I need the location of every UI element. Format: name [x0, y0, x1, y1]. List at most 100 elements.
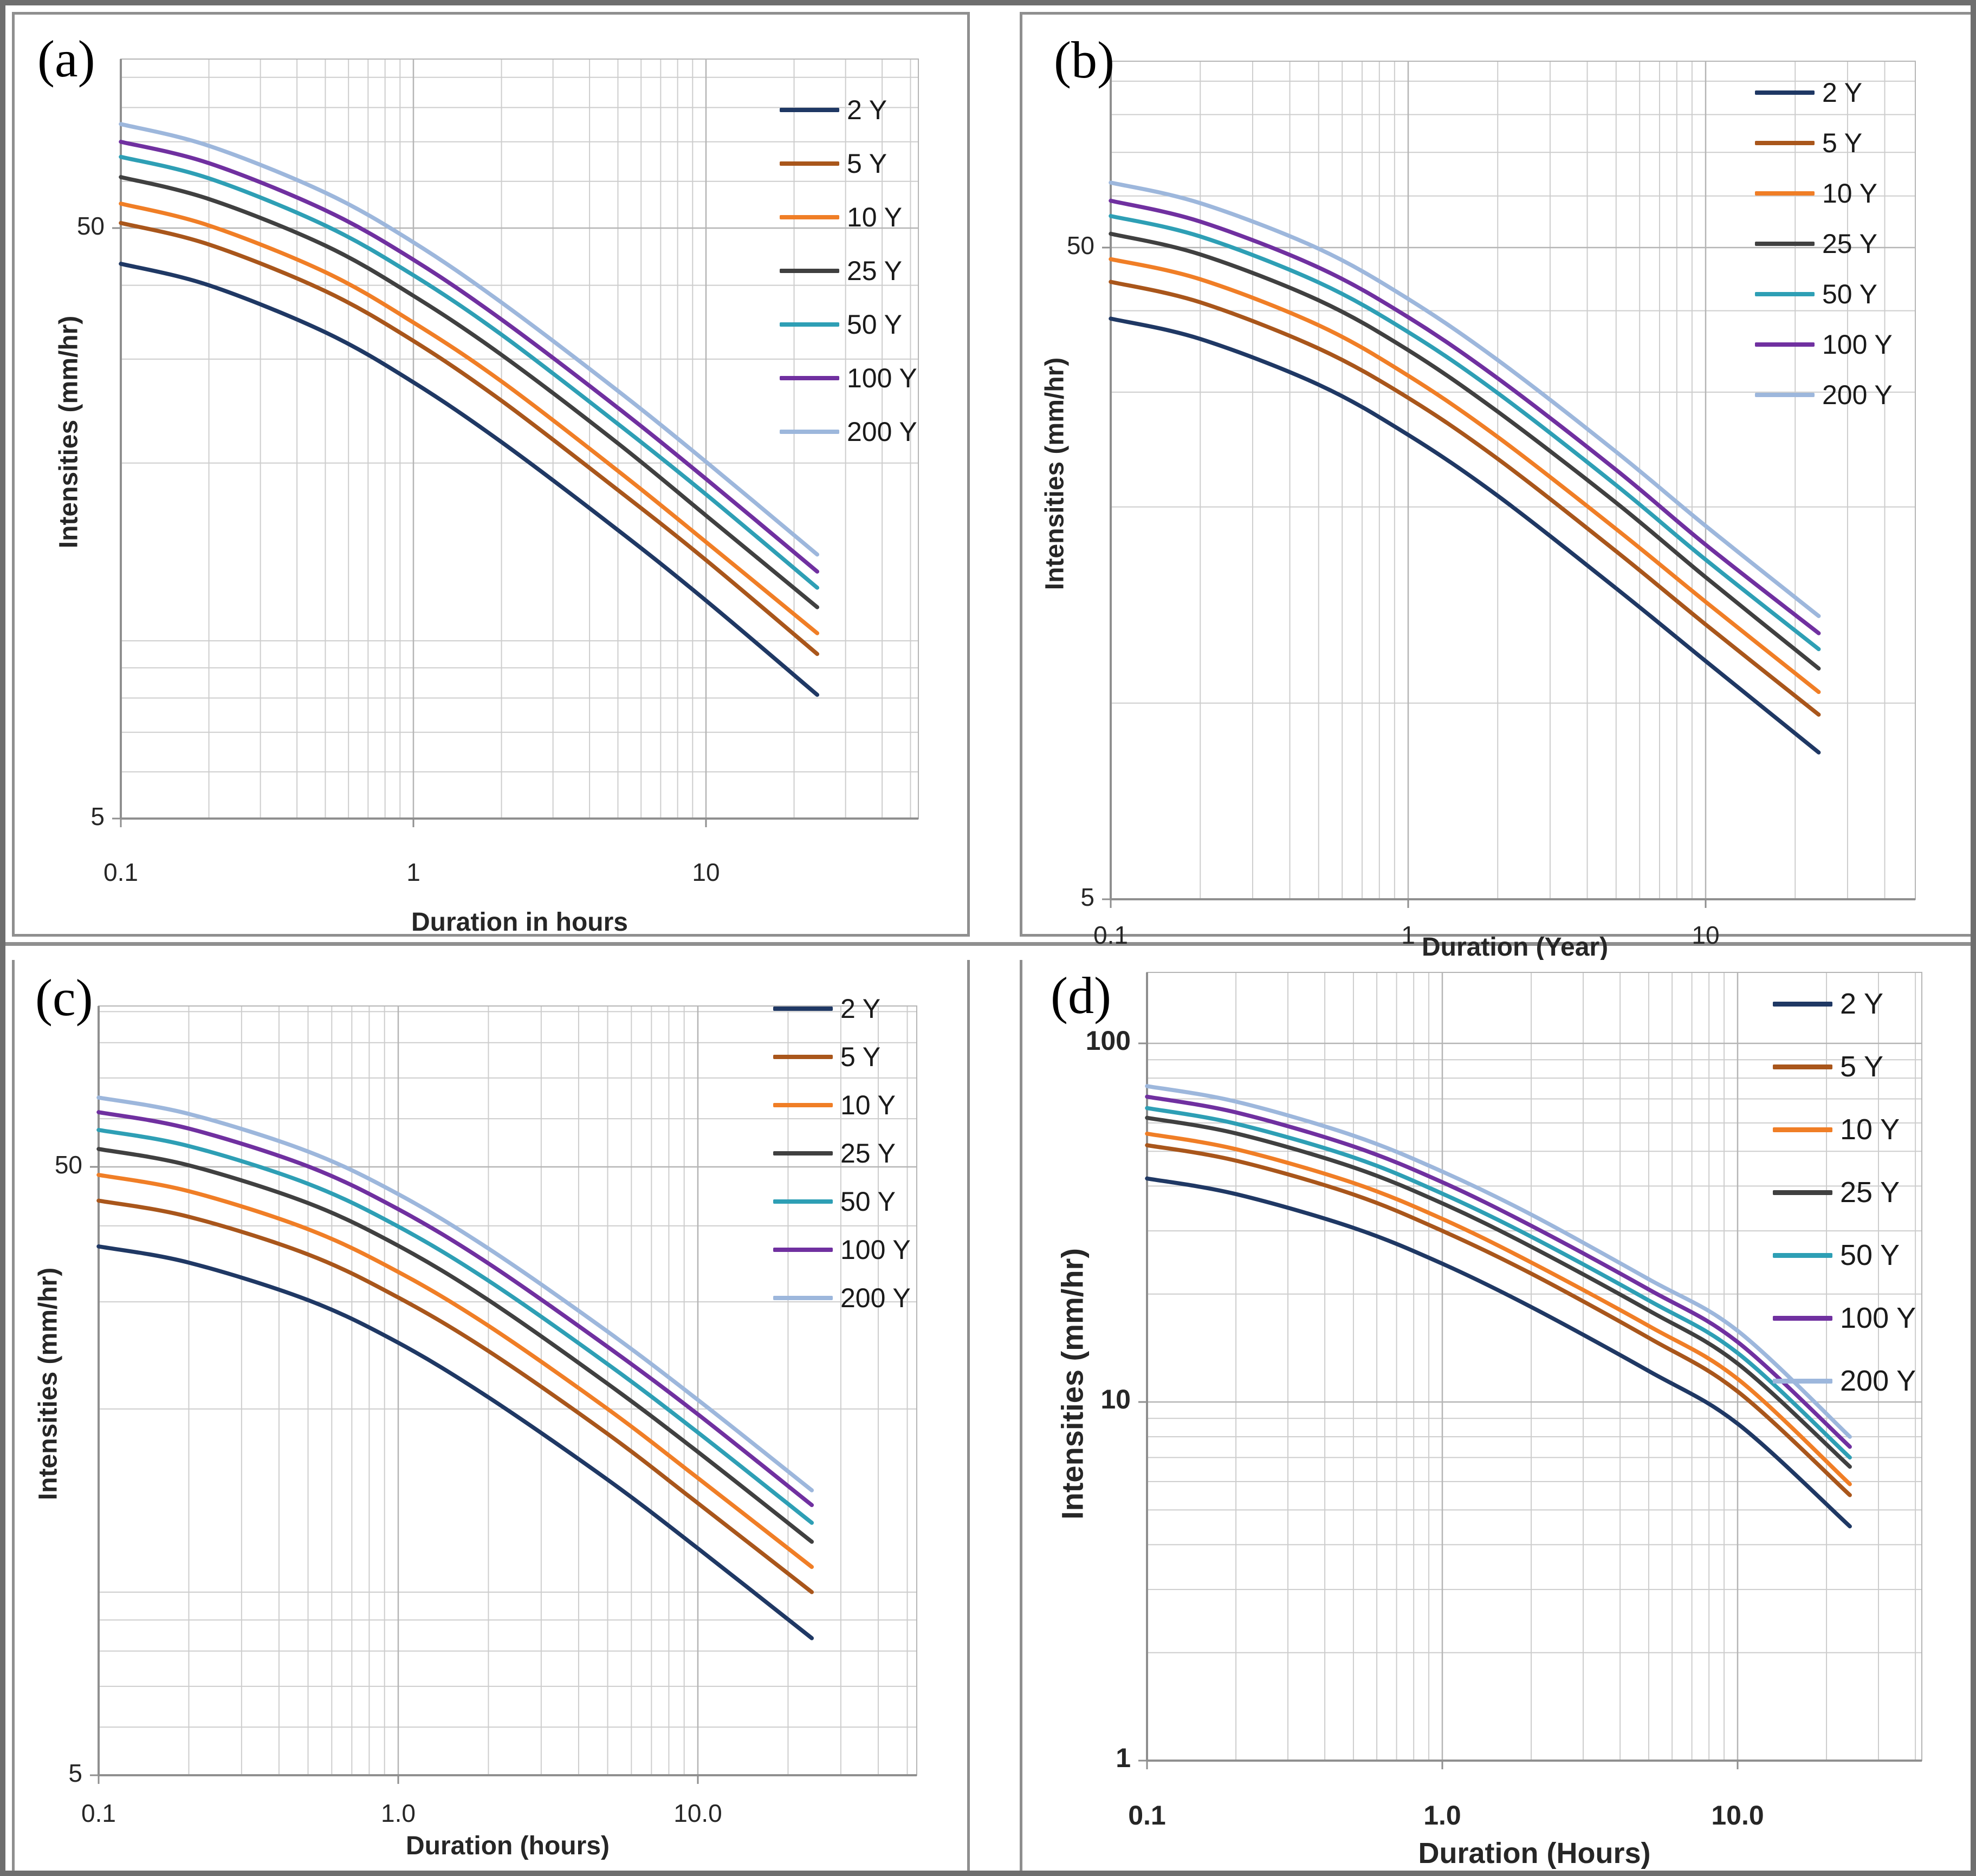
legend-label: 5 Y: [847, 148, 887, 179]
legend-swatch: [780, 215, 839, 219]
legend-label: 200 Y: [840, 1283, 911, 1313]
legend-item-2-y: 2 Y: [773, 993, 880, 1024]
legend-item-100-y: 100 Y: [1773, 1301, 1916, 1335]
curve-200-y: [1145, 1084, 1852, 1439]
y-tick-label: 5: [1080, 882, 1094, 911]
legend-item-2-y: 2 Y: [1755, 77, 1862, 108]
legend-label: 2 Y: [840, 994, 881, 1024]
curve-200-y: [119, 122, 820, 557]
legend-swatch: [780, 108, 839, 112]
y-tick-label: 100: [1085, 1025, 1131, 1056]
y-tick-label: 1: [1116, 1743, 1131, 1773]
x-tick-label: 1.0: [381, 1799, 416, 1827]
curve-25-y: [96, 1147, 814, 1544]
curve-200-y: [96, 1095, 814, 1492]
legend-label: 25 Y: [1822, 229, 1877, 259]
legend-item-200-y: 200 Y: [1755, 379, 1893, 411]
y-tick-label: 50: [1066, 231, 1094, 259]
legend-swatch: [773, 1199, 833, 1204]
legend-item-50-y: 50 Y: [1773, 1238, 1900, 1272]
legend-swatch: [1773, 1252, 1832, 1258]
legend-swatch: [1755, 242, 1815, 246]
x-tick-label: 0.1: [103, 858, 138, 886]
panel-letter-c: (c): [35, 969, 93, 1027]
curve-100-y: [1145, 1094, 1852, 1449]
legend-swatch: [1773, 1378, 1832, 1384]
legend-label: 100 Y: [1840, 1302, 1916, 1335]
curve-100-y: [119, 139, 820, 574]
curve-50-y: [1145, 1106, 1852, 1460]
panel-b: (b) Intensities (mm/hr) 5 50 0.1 1 10 Duration …: [1020, 12, 1971, 962]
x-tick-label: 10.0: [673, 1799, 722, 1827]
legend-swatch: [1773, 1315, 1832, 1321]
legend-item-100-y: 100 Y: [1755, 329, 1893, 360]
legend-item-5-y: 5 Y: [1755, 127, 1862, 159]
legend-item-5-y: 5 Y: [1773, 1050, 1883, 1083]
legend-swatch: [1773, 1064, 1832, 1069]
curve-10-y: [1109, 257, 1821, 694]
legend-label: 2 Y: [1822, 77, 1863, 108]
curve-2-y: [119, 262, 820, 697]
x-tick-label: 0.1: [1128, 1800, 1166, 1830]
curve-10-y: [1145, 1131, 1852, 1486]
x-tick-label: 1: [406, 858, 420, 886]
legend-swatch: [1773, 1190, 1832, 1195]
legend-item-5-y: 5 Y: [773, 1041, 880, 1073]
x-tick-label: 10: [1692, 921, 1720, 949]
legend-swatch: [1755, 393, 1815, 397]
legend-swatch: [780, 322, 839, 327]
legend-label: 25 Y: [840, 1138, 896, 1169]
legend-item-100-y: 100 Y: [780, 362, 917, 394]
legend-label: 50 Y: [1840, 1239, 1900, 1272]
legend-item-200-y: 200 Y: [1773, 1364, 1916, 1398]
x-axis-title: Duration in hours: [411, 908, 628, 937]
curve-5-y: [1109, 280, 1821, 717]
x-tick-label: 10.0: [1711, 1800, 1764, 1830]
legend-label: 200 Y: [847, 417, 917, 447]
chart-canvas-b: [1102, 61, 1916, 908]
x-tick-label: 1.0: [1423, 1800, 1461, 1830]
curve-50-y: [96, 1128, 814, 1525]
chart-canvas-a: [112, 59, 919, 827]
panel-letter-a: (a): [37, 30, 95, 88]
legend-swatch: [780, 269, 839, 273]
legend-item-2-y: 2 Y: [1773, 987, 1883, 1021]
y-tick-label: 10: [1100, 1384, 1131, 1414]
legend-label: 100 Y: [1822, 329, 1893, 360]
legend-item-100-y: 100 Y: [773, 1234, 911, 1265]
curve-200-y: [1109, 180, 1821, 618]
legend-swatch: [773, 1007, 833, 1011]
curve-25-y: [1109, 231, 1821, 671]
legend-swatch: [1755, 191, 1815, 196]
legend-swatch: [773, 1103, 833, 1107]
legend-label: 50 Y: [840, 1186, 896, 1217]
x-tick-label: 0.1: [81, 1799, 116, 1827]
legend-label: 5 Y: [1822, 128, 1863, 158]
curve-2-y: [1109, 316, 1821, 755]
legend-swatch: [1755, 141, 1815, 145]
y-tick-label: 50: [54, 1150, 82, 1179]
legend-item-200-y: 200 Y: [773, 1282, 911, 1314]
legend-label: 5 Y: [840, 1042, 881, 1072]
legend-item-50-y: 50 Y: [773, 1186, 896, 1217]
legend-item-10-y: 10 Y: [773, 1089, 896, 1121]
legend-label: 10 Y: [847, 202, 902, 232]
legend-item-25-y: 25 Y: [780, 255, 902, 287]
y-tick-label: 5: [90, 802, 105, 830]
legend-item-5-y: 5 Y: [780, 148, 887, 179]
legend-label: 10 Y: [840, 1090, 896, 1120]
legend-item-2-y: 2 Y: [780, 94, 887, 126]
legend-swatch: [780, 430, 839, 434]
legend-label: 100 Y: [847, 363, 917, 393]
curve-10-y: [119, 202, 820, 635]
legend-swatch: [1755, 292, 1815, 296]
legend-swatch: [780, 376, 839, 380]
panel-letter-b: (b): [1054, 31, 1115, 89]
legend-item-10-y: 10 Y: [1755, 178, 1877, 209]
legend-item-25-y: 25 Y: [773, 1138, 896, 1169]
legend-swatch: [1773, 1127, 1832, 1132]
y-tick-label: 50: [76, 211, 105, 240]
legend-item-10-y: 10 Y: [780, 202, 902, 233]
curve-5-y: [119, 220, 820, 656]
y-axis-title: Intensities (mm/hr): [54, 315, 83, 549]
